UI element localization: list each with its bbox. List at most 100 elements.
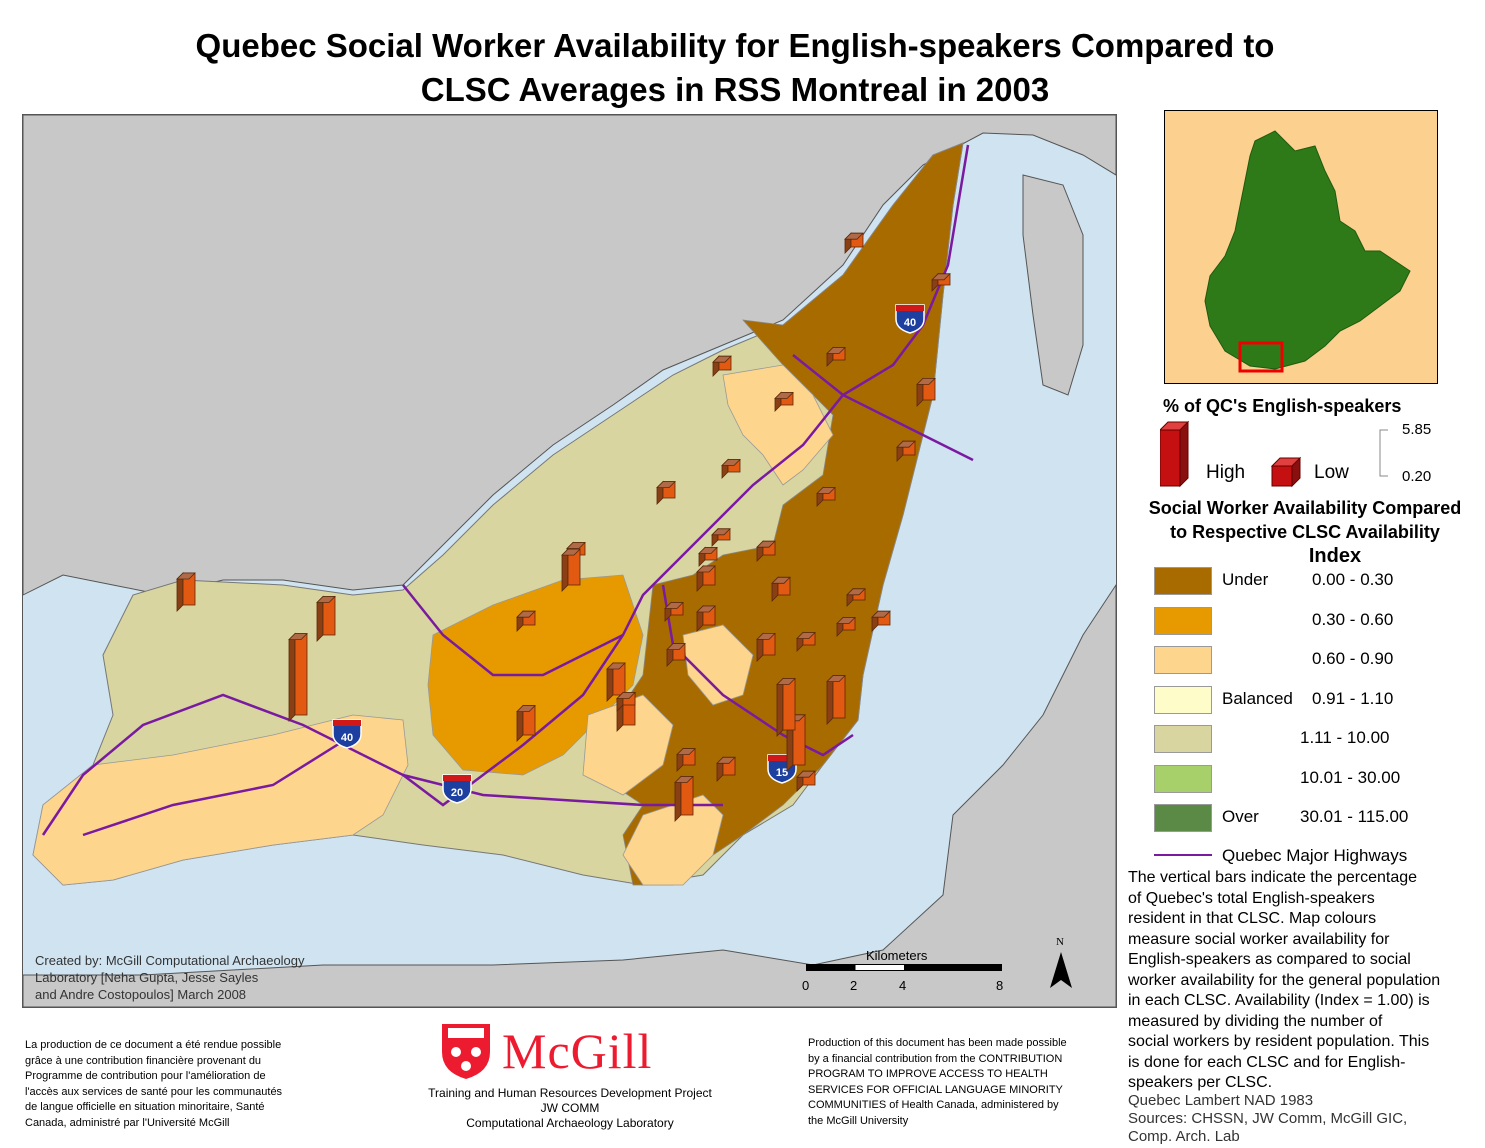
- legend-availability-title-2: to Respective CLSC Availability: [1170, 522, 1440, 542]
- legend-swatch: [1154, 725, 1212, 753]
- legend-class-label: Balanced: [1222, 688, 1293, 708]
- population-bar: [176, 572, 196, 612]
- population-bar: [656, 480, 676, 505]
- mcgill-sub-line: JW COMM: [540, 1101, 600, 1115]
- population-bar: [771, 576, 791, 602]
- population-bar: [836, 616, 856, 637]
- legend-swatch: [1154, 685, 1212, 714]
- mcgill-sub-line: Training and Human Resources Development…: [428, 1086, 712, 1100]
- population-bar: [931, 272, 951, 292]
- population-bar: [516, 610, 536, 632]
- legend-class-range: 1.11 - 10.00: [1300, 728, 1390, 747]
- french-note-line: de langue officielle en situation minori…: [25, 1101, 265, 1113]
- legend-bar-high-icon: [1160, 420, 1190, 488]
- scale-tick-0: 0: [802, 978, 810, 993]
- legend-low-label: Low: [1314, 462, 1349, 483]
- english-note-line: the McGill University: [808, 1114, 909, 1127]
- sources-line: Comp. Arch. Lab: [1128, 1128, 1240, 1145]
- description-line: in each CLSC. Availability (Index = 1.00…: [1128, 992, 1430, 1009]
- description-line: measured by dividing the number of: [1128, 1012, 1383, 1030]
- shield-label: 40: [341, 732, 353, 744]
- mcgill-logo: McGill: [440, 1022, 700, 1082]
- scale-title: Kilometers: [866, 948, 928, 963]
- shield-label: 40: [904, 317, 916, 329]
- population-bar: [712, 355, 732, 377]
- english-note-line: SERVICES FOR OFFICIAL LANGUAGE MINORITY: [808, 1083, 1063, 1096]
- scale-bar-graphic: [806, 964, 1002, 971]
- legend-bar-low-icon: [1270, 456, 1302, 488]
- population-bar: [916, 377, 936, 407]
- land-east-island: [1022, 174, 1084, 396]
- map-sources: Quebec Lambert NAD 1983 Sources: CHSSN, …: [1128, 1092, 1478, 1146]
- french-note-line: grâce à une contribution financière prov…: [25, 1054, 262, 1067]
- population-bar: [696, 565, 716, 592]
- population-bar: [716, 756, 736, 782]
- land-south-shore: [23, 584, 1116, 1007]
- mcgill-subtitle: Training and Human Resources Development…: [400, 1086, 740, 1131]
- legend-population-symbols: [1160, 420, 1388, 488]
- population-bar: [316, 595, 336, 642]
- description-line: worker availability for the general popu…: [1128, 971, 1441, 989]
- legend-class-range: 30.01 - 115.00: [1300, 807, 1409, 826]
- region-central-light-2: [682, 624, 754, 706]
- population-bar: [756, 540, 776, 562]
- legend-max-value: 5.85: [1402, 421, 1432, 438]
- population-bar: [844, 232, 864, 254]
- population-bar: [774, 391, 794, 412]
- scale-bar: Kilometers 0 2 4 8: [802, 948, 1004, 993]
- french-note-line: La production de ce document a été rendu…: [25, 1039, 282, 1051]
- north-label: N: [1056, 936, 1064, 948]
- map-title-line2: CLSC Averages in RSS Montreal in 2003: [420, 71, 1050, 108]
- legend-high-label: High: [1206, 462, 1246, 483]
- main-map[interactable]: 40 40 15 20: [22, 114, 1117, 1008]
- description-line: social workers by resident population. T…: [1128, 1033, 1430, 1050]
- legend-bracket: [1379, 429, 1388, 477]
- population-bar: [871, 610, 891, 632]
- legend-class-range: 0.30 - 0.60: [1312, 609, 1394, 629]
- population-bar: [711, 527, 731, 547]
- legend-class-label: Over: [1222, 807, 1259, 826]
- legend-swatch: [1154, 646, 1212, 674]
- legend-availability-title: Social Worker Availability Compared to R…: [1120, 496, 1485, 568]
- legend-class-label: Under: [1222, 570, 1269, 589]
- map-title: Quebec Social Worker Availability for En…: [0, 24, 1470, 112]
- scale-tick-8: 8: [996, 978, 1004, 993]
- population-bar: [666, 642, 686, 667]
- mcgill-sub-line: Computational Archaeology Laboratory: [466, 1116, 674, 1130]
- inset-map: [1164, 110, 1438, 384]
- mcgill-shield-icon: [442, 1024, 490, 1079]
- population-bar: [826, 346, 846, 367]
- legend-class-range: 0.00 - 0.30: [1312, 570, 1394, 589]
- population-bars: [176, 232, 951, 822]
- map-description: The vertical bars indicate the percentag…: [1128, 868, 1478, 1094]
- credits-line2: Laboratory [Neha Gupta, Jesse Sayles: [35, 970, 259, 985]
- population-bar: [676, 747, 696, 772]
- description-line: of Quebec's total English-speakers: [1128, 889, 1375, 907]
- interstate-shield-icon: 20: [442, 774, 472, 804]
- description-line: resident in that CLSC. Map colours: [1128, 910, 1377, 927]
- north-arrow-graphic: [1050, 952, 1072, 988]
- english-funding-note: Production of this document has been mad…: [808, 1036, 1118, 1129]
- population-bar: [826, 674, 846, 725]
- population-bar: [776, 677, 796, 737]
- legend-highway-icon: [1154, 854, 1212, 856]
- legend-swatch: [1154, 764, 1212, 793]
- description-line: is done for each CLSC and for English-: [1128, 1053, 1406, 1071]
- legend-highway-label: Quebec Major Highways: [1222, 846, 1408, 865]
- population-bar: [516, 704, 536, 742]
- map-title-line1: Quebec Social Worker Availability for En…: [195, 27, 1275, 64]
- sources-line: Quebec Lambert NAD 1983: [1128, 1092, 1314, 1109]
- legend-swatch: [1154, 606, 1212, 635]
- population-bar: [846, 587, 866, 607]
- region-south-light: [582, 694, 674, 796]
- scale-tick-2: 2: [850, 978, 858, 993]
- legend-class-range: 0.60 - 0.90: [1312, 649, 1394, 668]
- population-bar: [606, 662, 626, 702]
- description-line: The vertical bars indicate the percentag…: [1128, 869, 1418, 886]
- legend-class-range: 0.91 - 1.10: [1312, 688, 1394, 708]
- legend-min-value: 0.20: [1402, 468, 1432, 485]
- region-central-light-1: [722, 364, 834, 486]
- french-note-line: Canada, administré par l'Université McGi…: [25, 1116, 230, 1129]
- population-bar: [816, 486, 836, 507]
- population-bar: [288, 632, 308, 722]
